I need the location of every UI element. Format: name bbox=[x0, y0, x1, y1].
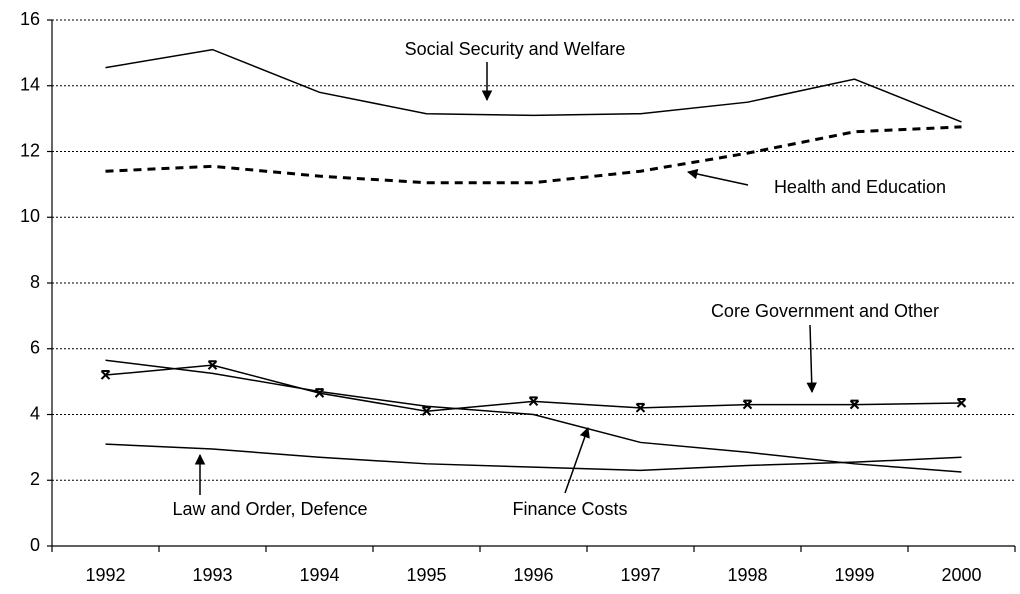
y-tick-label: 0 bbox=[30, 535, 40, 555]
x-tick-label: 1992 bbox=[85, 565, 125, 585]
series-marker bbox=[207, 360, 218, 370]
x-tick-label: 1995 bbox=[406, 565, 446, 585]
y-tick-label: 8 bbox=[30, 272, 40, 292]
x-tick-label: 1997 bbox=[620, 565, 660, 585]
series-line bbox=[105, 364, 962, 412]
series-marker bbox=[849, 399, 860, 410]
series-marker bbox=[528, 396, 539, 407]
series-annotation: Finance Costs bbox=[512, 499, 627, 519]
y-tick-label: 16 bbox=[20, 9, 40, 29]
annotation-arrow bbox=[564, 427, 590, 494]
x-tick-label: 1996 bbox=[513, 565, 553, 585]
x-tick-label: 1993 bbox=[192, 565, 232, 585]
series-marker bbox=[635, 402, 646, 413]
series-annotation: Law and Order, Defence bbox=[172, 499, 367, 519]
y-tick-label: 10 bbox=[20, 206, 40, 226]
y-tick-label: 2 bbox=[30, 469, 40, 489]
series-marker bbox=[742, 399, 753, 410]
y-tick-label: 12 bbox=[20, 140, 40, 160]
series-marker bbox=[100, 370, 111, 380]
y-tick-label: 4 bbox=[30, 403, 40, 423]
x-tick-label: 2000 bbox=[941, 565, 981, 585]
series-annotation: Social Security and Welfare bbox=[405, 39, 626, 59]
y-tick-label: 14 bbox=[20, 75, 40, 95]
annotation-arrow bbox=[806, 324, 817, 394]
x-tick-label: 1998 bbox=[727, 565, 767, 585]
series-line bbox=[105, 125, 962, 185]
series-annotation: Core Government and Other bbox=[711, 301, 939, 321]
series-annotation: Health and Education bbox=[774, 177, 946, 197]
series-line bbox=[105, 443, 962, 472]
x-tick-label: 1994 bbox=[299, 565, 339, 585]
x-tick-label: 1999 bbox=[834, 565, 874, 585]
series-line bbox=[105, 48, 962, 123]
series-marker bbox=[956, 397, 967, 408]
series-line bbox=[105, 359, 962, 473]
annotation-arrow bbox=[686, 168, 749, 186]
y-tick-label: 6 bbox=[30, 338, 40, 358]
